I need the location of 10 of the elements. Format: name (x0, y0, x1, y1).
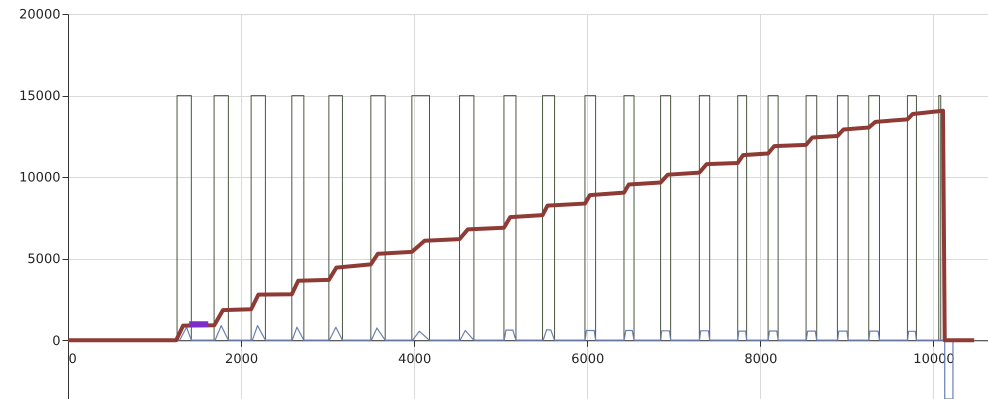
y-tick-label: 5000 (27, 252, 60, 268)
x-tick-label: 0 (68, 352, 77, 367)
x-tick-label: 2000 (225, 352, 258, 367)
y-tick-label: 15000 (19, 89, 60, 104)
x-tick-label: 6000 (571, 352, 604, 367)
y-tick-label: 10000 (19, 170, 60, 186)
y-tick-label: 20000 (19, 8, 60, 22)
x-tick-label: 4000 (398, 352, 432, 367)
x-tick-label: 8000 (744, 352, 778, 367)
y-tick-label: 0 (52, 334, 60, 349)
